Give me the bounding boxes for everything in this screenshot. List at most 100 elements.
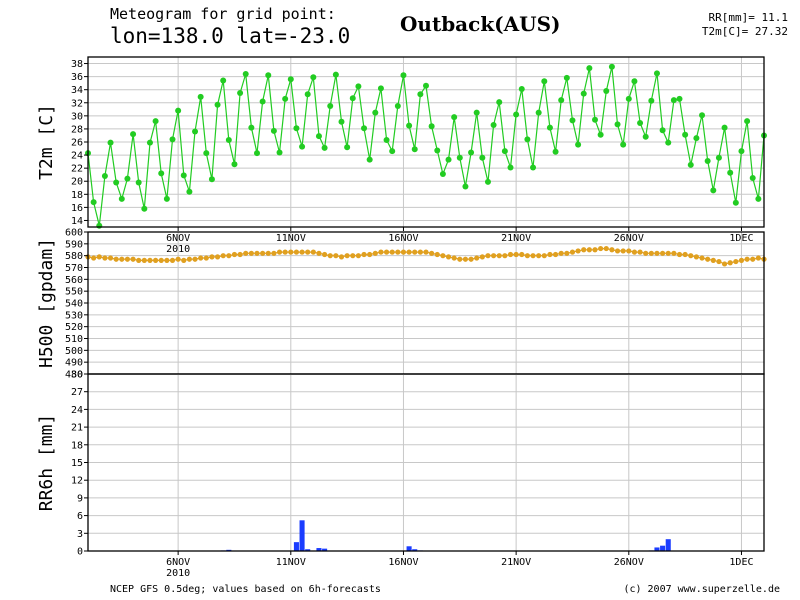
h500-point: [423, 249, 429, 255]
t2m-point: [377, 85, 384, 92]
t2m-point: [130, 131, 137, 138]
y-tick-label: 30: [71, 111, 83, 122]
t2m-point: [197, 93, 204, 100]
t2m-point: [659, 127, 666, 134]
h500-point: [592, 247, 598, 253]
y-tick-label: 480: [65, 370, 83, 381]
h500-point: [513, 251, 519, 258]
h500-point: [169, 257, 176, 263]
h500-point: [598, 245, 604, 252]
h500-point: [350, 253, 356, 259]
h500-point: [485, 253, 491, 259]
t2m-point: [637, 120, 644, 127]
h500-point: [102, 255, 108, 261]
h500-point: [158, 257, 164, 263]
rr6h-bar: [654, 547, 660, 551]
t2m-point: [254, 150, 260, 157]
h500-point: [226, 253, 232, 259]
t2m-point: [631, 78, 638, 85]
t2m-point: [270, 127, 277, 134]
t2m-point: [704, 157, 711, 164]
x-tick-year-label: 2010: [166, 244, 190, 255]
y-tick-label: 20: [71, 177, 83, 188]
t2m-point: [642, 133, 649, 140]
h500-point: [705, 256, 711, 262]
h500-point: [429, 250, 435, 256]
t2m-point: [580, 90, 587, 97]
h500-point: [434, 251, 440, 258]
t2m-point: [468, 149, 475, 156]
t2m-point: [653, 70, 660, 77]
h500-point: [181, 257, 187, 263]
h500-point: [609, 247, 615, 253]
t2m-point: [310, 74, 317, 81]
t2m-point: [299, 143, 306, 150]
rr6h-bar: [665, 539, 671, 551]
h500-point: [575, 248, 581, 254]
t2m-point: [592, 116, 598, 123]
t2m-point: [220, 77, 227, 84]
h500-point: [727, 260, 733, 266]
h500-point: [648, 250, 654, 256]
x-tick-label: 6NOV: [166, 557, 190, 568]
h500-point: [507, 251, 514, 258]
h500-point: [552, 251, 559, 258]
t2m-point: [428, 123, 435, 130]
h500-point: [260, 250, 266, 256]
h500-point: [626, 248, 632, 254]
h500-point: [451, 255, 457, 261]
t2m-point: [349, 95, 356, 102]
h500-point: [637, 249, 643, 255]
h500-point: [654, 250, 660, 256]
rr6h-bar: [305, 549, 311, 551]
title-line-1: Meteogram for grid point:: [110, 5, 336, 23]
t2m-point: [507, 164, 514, 171]
h500-point: [248, 250, 254, 256]
h500-point: [620, 248, 626, 254]
h500-point: [119, 256, 125, 262]
h500-point: [530, 253, 536, 259]
y-axis-label: T2m [C]: [36, 104, 57, 180]
t2m-point: [496, 99, 503, 106]
t2m-point: [101, 173, 108, 179]
h500-point: [316, 250, 322, 256]
h500-point: [738, 257, 745, 263]
x-tick-label: 26NOV: [614, 233, 644, 244]
t2m-point: [406, 122, 413, 129]
t2m-point: [682, 131, 689, 138]
y-tick-label: 550: [65, 287, 83, 298]
h500-point: [136, 257, 142, 263]
h500-point: [440, 253, 446, 259]
t2m-point: [152, 118, 159, 125]
h500-point: [344, 253, 350, 259]
h500-point: [569, 249, 576, 255]
t2m-point: [208, 176, 215, 183]
h500-point: [124, 256, 131, 262]
t2m-point: [327, 103, 334, 110]
x-tick-label: 11NOV: [276, 557, 306, 568]
t2m-point: [727, 169, 734, 176]
y-tick-label: 26: [71, 138, 83, 149]
t2m-point: [535, 109, 542, 116]
h500-point: [457, 256, 463, 262]
y-tick-label: 24: [71, 405, 83, 416]
t2m-point: [355, 83, 362, 90]
footer-copyright: (c) 2007 www.superzelle.de: [623, 584, 780, 595]
footer-source: NCEP GFS 0.5deg; values based on 6h-fore…: [110, 584, 381, 595]
t2m-point: [338, 118, 345, 125]
t2m-point: [462, 183, 469, 190]
h500-point: [524, 253, 531, 259]
t2m-point: [394, 103, 401, 110]
t2m-point: [332, 71, 339, 78]
t2m-point: [445, 156, 452, 163]
t2m-point: [169, 136, 176, 143]
t2m-point: [614, 121, 621, 128]
h500-point: [383, 249, 390, 255]
h500-point: [710, 257, 716, 263]
rr6h-bar: [293, 542, 299, 551]
t2m-point: [755, 195, 762, 202]
t2m-point: [434, 147, 441, 154]
t2m-point: [473, 109, 480, 116]
h500-point: [491, 253, 497, 259]
x-tick-label: 1DEC: [729, 233, 753, 244]
